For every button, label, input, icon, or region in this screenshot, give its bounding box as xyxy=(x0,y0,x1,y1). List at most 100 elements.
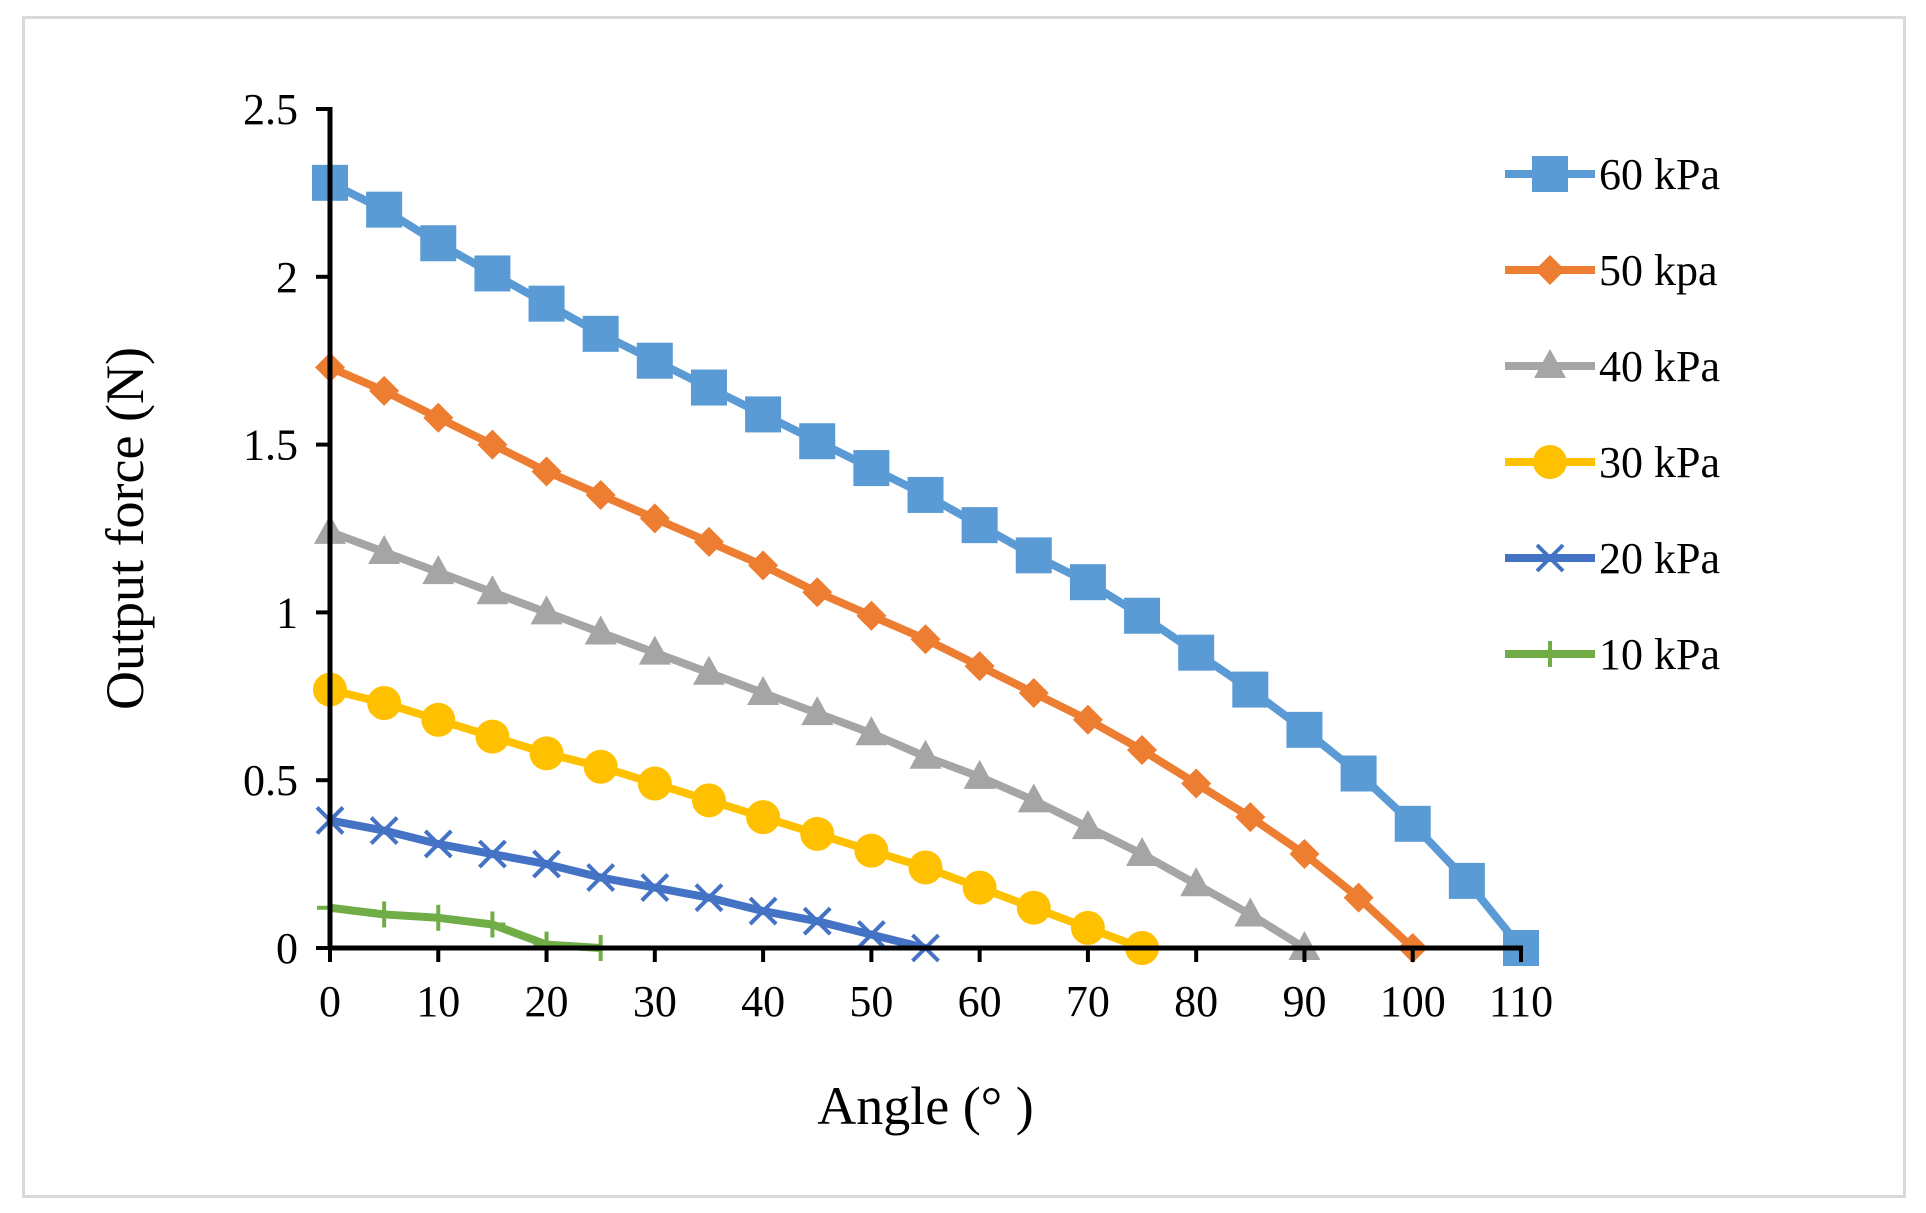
data-point xyxy=(748,550,779,581)
y-tick-label: 1 xyxy=(276,588,298,637)
x-tick-label: 20 xyxy=(525,977,569,1026)
data-point xyxy=(531,456,562,487)
data-point xyxy=(799,423,836,460)
data-point xyxy=(802,906,832,936)
data-point xyxy=(748,896,778,926)
data-point xyxy=(1127,734,1158,765)
data-point xyxy=(1018,677,1049,708)
legend-marker xyxy=(1537,641,1563,667)
data-point xyxy=(1070,910,1105,945)
data-point xyxy=(1340,755,1377,792)
data-point xyxy=(692,655,725,685)
data-point xyxy=(636,342,673,379)
data-point xyxy=(476,575,509,605)
data-point xyxy=(422,555,455,585)
data-point xyxy=(856,920,886,949)
data-point xyxy=(1289,839,1320,870)
data-point xyxy=(1234,897,1267,927)
data-point xyxy=(694,883,724,913)
x-tick-label: 80 xyxy=(1174,977,1218,1026)
data-point xyxy=(583,749,618,784)
data-point xyxy=(1232,671,1269,708)
data-point xyxy=(637,766,672,801)
legend-label: 20 kPa xyxy=(1599,534,1720,583)
data-point xyxy=(1016,890,1051,925)
series-line xyxy=(328,179,1525,951)
data-point xyxy=(474,255,511,292)
x-tick-label: 10 xyxy=(416,977,460,1026)
data-point xyxy=(964,651,995,682)
series-line xyxy=(329,816,927,952)
data-point xyxy=(908,850,943,885)
line-chart: 0 0.5 1 1.5 2 2.5 0 10 20 30 40 50 60 70 80 90 100 110 An… xyxy=(95,85,1720,1136)
data-point xyxy=(366,191,403,228)
data-point xyxy=(532,849,561,879)
data-point xyxy=(1448,862,1485,899)
x-tick-label: 90 xyxy=(1282,977,1326,1026)
x-axis-title: Angle (° ) xyxy=(817,1076,1034,1136)
ticks-layer: 0 0.5 1 1.5 2 2.5 0 10 20 30 40 50 60 70 80 90 100 110 xyxy=(243,85,1553,1026)
x-tick-label: 110 xyxy=(1489,977,1553,1026)
legend-label: 50 kpa xyxy=(1599,246,1718,295)
series-50-kpa xyxy=(315,352,1428,963)
y-axis-title: Output force (N) xyxy=(95,347,155,710)
data-point xyxy=(1069,564,1106,601)
data-point xyxy=(909,739,942,769)
data-point xyxy=(586,863,616,892)
series-line xyxy=(329,685,1144,952)
legend-label: 10 kPa xyxy=(1599,630,1720,679)
data-point xyxy=(369,375,400,406)
data-point xyxy=(691,783,726,818)
data-point xyxy=(479,911,506,938)
data-point xyxy=(477,839,507,869)
data-point xyxy=(1343,882,1374,913)
data-point xyxy=(423,402,454,433)
legend-marker xyxy=(1535,543,1565,573)
x-tick-label: 40 xyxy=(741,977,785,1026)
chart-frame: 0 0.5 1 1.5 2 2.5 0 10 20 30 40 50 60 70 80 90 100 110 An… xyxy=(22,16,1906,1198)
legend-marker xyxy=(1535,255,1565,285)
legend-marker xyxy=(1534,349,1566,378)
x-tick-label: 100 xyxy=(1380,977,1446,1026)
x-tick-label: 70 xyxy=(1066,977,1110,1026)
legend-label: 60 kPa xyxy=(1599,150,1720,199)
data-point xyxy=(477,429,508,460)
data-point xyxy=(1178,634,1215,671)
data-point xyxy=(582,315,619,352)
series-10-kpa xyxy=(317,894,614,961)
data-point xyxy=(585,479,616,510)
data-point xyxy=(746,800,781,835)
data-point xyxy=(855,716,888,746)
data-point xyxy=(584,615,617,645)
series-layer xyxy=(312,164,1539,966)
series-40-kpa xyxy=(314,514,1321,960)
data-point xyxy=(1015,537,1052,574)
data-point xyxy=(693,526,724,557)
y-tick-label: 2.5 xyxy=(243,85,298,134)
series-30-kpa xyxy=(313,672,1160,965)
data-point xyxy=(854,833,889,868)
y-tick-label: 0.5 xyxy=(243,756,298,805)
data-point xyxy=(1072,704,1103,735)
y-tick-label: 0 xyxy=(276,924,298,973)
legend-item: 50 kpa xyxy=(1505,246,1718,295)
data-point xyxy=(1394,805,1431,842)
data-point xyxy=(423,829,453,859)
legend-item: 60 kPa xyxy=(1505,150,1720,199)
data-point xyxy=(528,285,565,322)
data-point xyxy=(1181,768,1212,799)
data-point xyxy=(639,503,670,534)
data-point xyxy=(368,534,401,564)
x-tick-label: 50 xyxy=(849,977,893,1026)
x-tick-label: 60 xyxy=(958,977,1002,1026)
legend-marker xyxy=(1532,156,1568,192)
data-point xyxy=(1126,837,1159,867)
series-20-kpa xyxy=(315,806,940,963)
data-point xyxy=(369,816,399,845)
data-point xyxy=(747,675,780,705)
data-point xyxy=(475,719,510,754)
series-line xyxy=(329,903,601,952)
data-point xyxy=(530,595,563,625)
data-point xyxy=(371,901,398,928)
legend-label: 40 kPa xyxy=(1599,342,1720,391)
